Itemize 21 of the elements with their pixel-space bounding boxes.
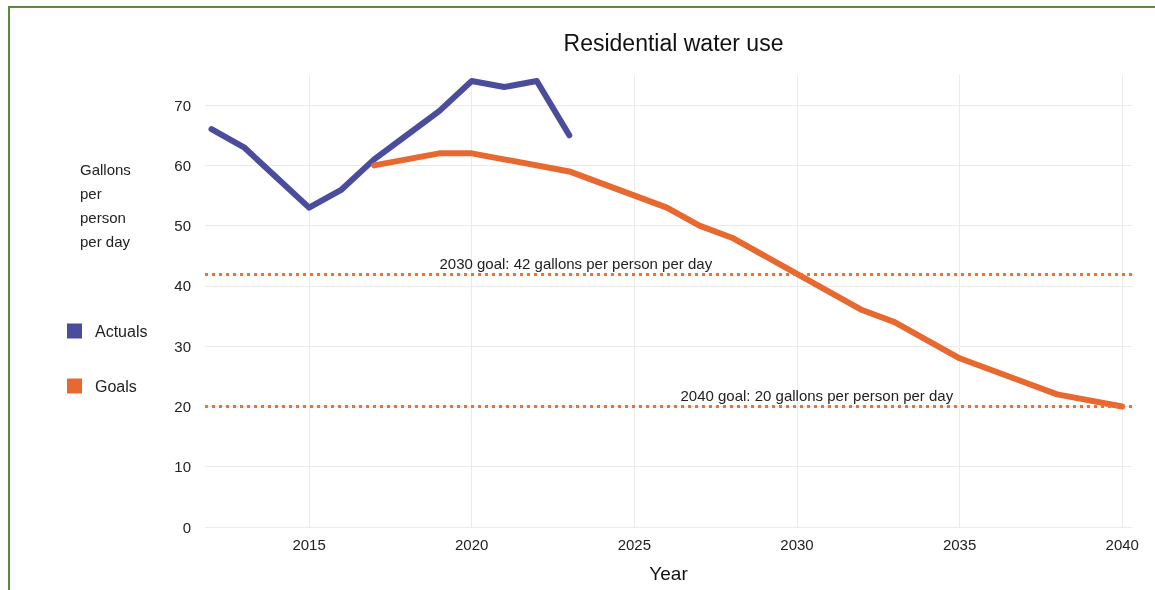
legend-label: Goals <box>95 377 137 395</box>
y-tick-label: 40 <box>174 277 191 295</box>
ref-line-label: 2040 goal: 20 gallons per person per day <box>680 387 954 405</box>
y-tick-label: 20 <box>174 397 191 415</box>
x-tick-label: 2040 <box>1105 536 1139 553</box>
x-tick-label: 2035 <box>942 536 977 553</box>
y-tick-label: 0 <box>182 518 191 536</box>
y-tick-label: 50 <box>174 217 191 235</box>
x-tick-label: 2025 <box>617 536 652 553</box>
ref-line-label: 2030 goal: 42 gallons per person per day <box>439 254 713 272</box>
y-tick-label: 60 <box>174 156 191 174</box>
chart-title: Residential water use <box>563 29 784 56</box>
x-tick-label: 2030 <box>780 536 814 553</box>
y-tick-label: 30 <box>174 337 191 355</box>
x-tick-label: 2015 <box>292 536 326 553</box>
x-tick-label: 2020 <box>455 536 489 553</box>
y-axis-title: Gallons per person per day <box>80 160 136 250</box>
y-tick-label: 70 <box>174 96 191 114</box>
y-tick-label: 10 <box>174 458 191 476</box>
legend-label: Actuals <box>95 322 148 340</box>
x-axis-title: Year <box>649 563 689 584</box>
